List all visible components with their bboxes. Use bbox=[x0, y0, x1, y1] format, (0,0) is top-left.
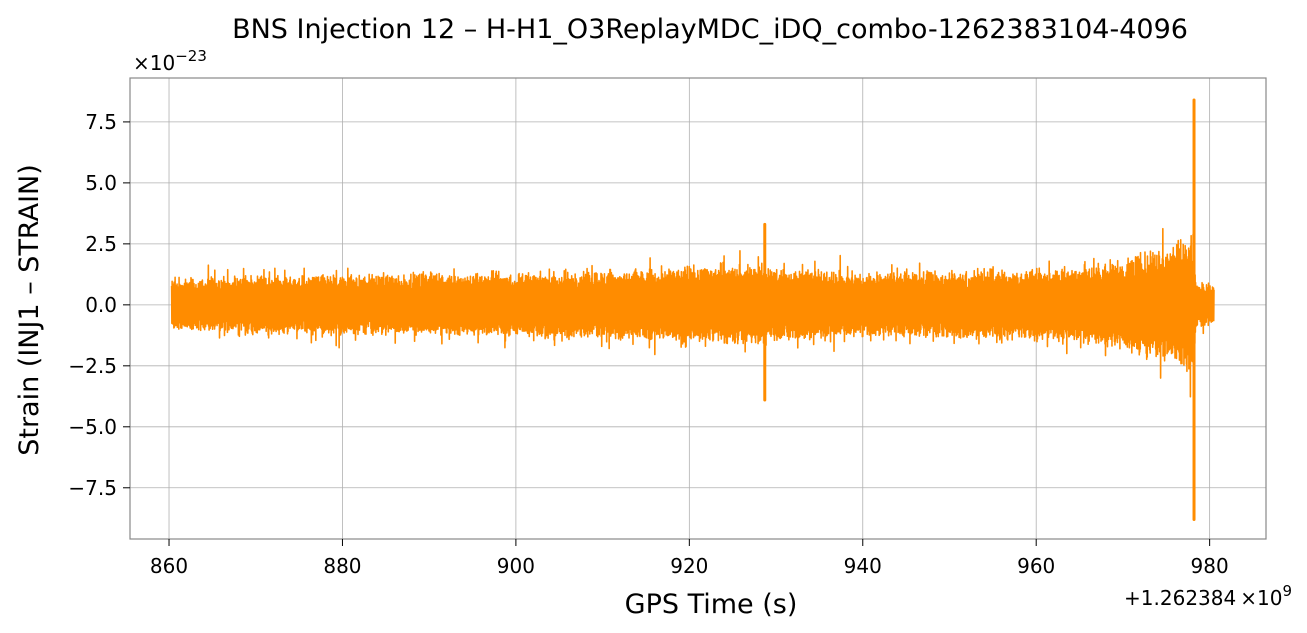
svg-text:×10−23: ×10−23 bbox=[133, 47, 207, 75]
x-tick-label: 900 bbox=[497, 554, 535, 578]
x-tick-label: 960 bbox=[1017, 554, 1055, 578]
y-axis-ticks: −7.5 −5.0 −2.5 0.0 2.5 5.0 7.5 bbox=[68, 110, 130, 500]
y-tick-label: −7.5 bbox=[68, 476, 117, 500]
x-tick-label: 940 bbox=[844, 554, 882, 578]
x-offset-exponent: 9 bbox=[1282, 582, 1292, 600]
data-series-area bbox=[170, 98, 1215, 521]
y-tick-label: 7.5 bbox=[85, 110, 117, 134]
y-tick-label: 2.5 bbox=[85, 232, 117, 256]
y-axis-label: Strain (INJ1 – STRAIN) bbox=[14, 164, 45, 456]
y-scale-exponent: −23 bbox=[175, 47, 207, 65]
x-offset-value: +1.262384 bbox=[1124, 586, 1236, 610]
x-offset-annotation: +1.262384 ×109 bbox=[1124, 582, 1292, 610]
x-tick-label: 880 bbox=[323, 554, 361, 578]
x-axis-label: GPS Time (s) bbox=[625, 589, 798, 620]
x-tick-label: 920 bbox=[670, 554, 708, 578]
svg-text:+1.262384×109: +1.262384 ×109 bbox=[1124, 582, 1292, 610]
x-axis-ticks: 860 880 900 920 940 960 980 bbox=[150, 539, 1229, 578]
y-tick-label: 0.0 bbox=[85, 293, 117, 317]
y-tick-label: −2.5 bbox=[68, 354, 117, 378]
y-tick-label: 5.0 bbox=[85, 171, 117, 195]
y-tick-label: −5.0 bbox=[68, 415, 117, 439]
x-tick-label: 980 bbox=[1191, 554, 1229, 578]
chart-title: BNS Injection 12 – H-H1_O3ReplayMDC_iDQ_… bbox=[232, 14, 1188, 45]
y-scale-base: ×10 bbox=[133, 51, 175, 75]
x-offset-multiplier: ×10 bbox=[1240, 586, 1282, 610]
strain-series-line bbox=[170, 227, 1215, 398]
y-scale-factor: ×10−23 bbox=[133, 47, 207, 75]
plot-frame bbox=[129, 77, 1267, 540]
x-tick-label: 860 bbox=[150, 554, 188, 578]
